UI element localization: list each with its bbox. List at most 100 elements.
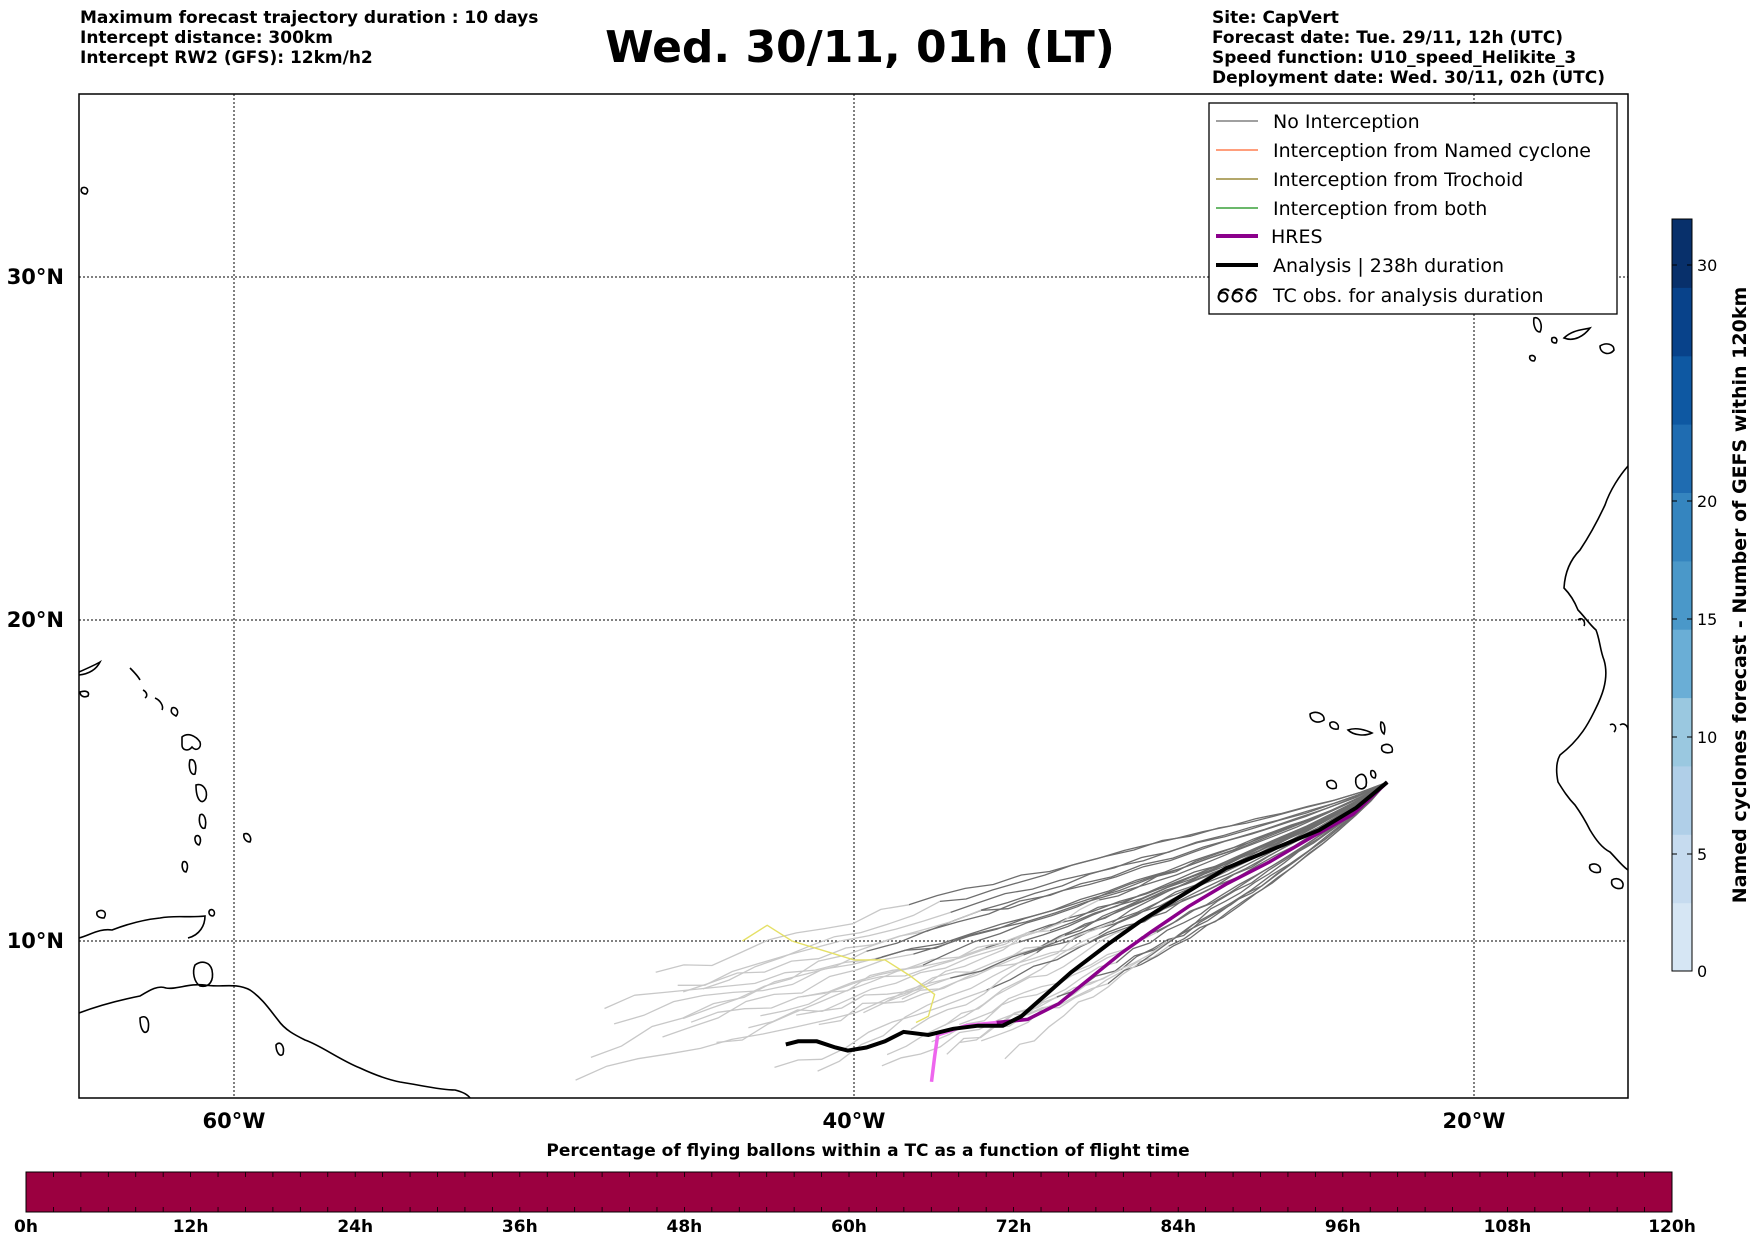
coastline-south-america bbox=[79, 983, 471, 1098]
island-aruba bbox=[96, 909, 107, 919]
timeline-labels: 0h 12h 24h 36h 48h 60h 72h 84h 96h 108h 120h bbox=[14, 1217, 1696, 1237]
colorbar-segments bbox=[1672, 219, 1692, 972]
island-antilles-4 bbox=[170, 706, 179, 717]
map-frame bbox=[78, 93, 1629, 1099]
island-puerto-rico bbox=[79, 659, 102, 676]
colorbar-segment bbox=[1672, 697, 1692, 767]
legend-box bbox=[1208, 102, 1618, 315]
ensemble-track-late bbox=[575, 977, 951, 1081]
ensemble-track-late bbox=[748, 941, 1019, 1029]
lon-label-40w: 40°W bbox=[823, 1109, 886, 1133]
colorbar-frame bbox=[1671, 218, 1693, 972]
island-small-2 bbox=[275, 1042, 285, 1057]
hres-track bbox=[996, 780, 1389, 1025]
island-santiago bbox=[1354, 773, 1368, 790]
island-la-palma bbox=[1532, 316, 1542, 333]
island-antilles-3 bbox=[154, 697, 164, 711]
timeline-bar: 0h 12h 24h 36h 48h 60h 72h 84h 96h 108h 120h bbox=[14, 1171, 1696, 1237]
ensemble-track bbox=[1107, 781, 1388, 985]
colorbar-tick-label: 30 bbox=[1697, 256, 1717, 275]
ensemble-track-late bbox=[716, 964, 924, 1044]
island-guadeloupe bbox=[181, 734, 202, 751]
timeline-label: 84h bbox=[1160, 1217, 1196, 1237]
ensemble-track-late bbox=[802, 930, 1050, 998]
island-fogo bbox=[1326, 779, 1338, 790]
legend-label-analysis: Analysis | 238h duration bbox=[1273, 255, 1504, 277]
header-left-line: Intercept distance: 300km bbox=[80, 28, 333, 48]
timeline-label: 12h bbox=[173, 1217, 209, 1237]
cyclone-symbol-icon bbox=[1217, 288, 1258, 303]
colorbar-segment bbox=[1672, 902, 1692, 972]
ensemble-track bbox=[1049, 781, 1388, 932]
header-right-line: Speed function: U10_speed_Helikite_3 bbox=[1212, 48, 1577, 68]
island-sao-nicolau bbox=[1346, 727, 1374, 736]
header-right-line: Site: CapVert bbox=[1212, 8, 1339, 28]
island-boa-vista bbox=[1380, 743, 1394, 754]
lon-label-20w: 20°W bbox=[1443, 1109, 1506, 1133]
ensemble-track-late bbox=[613, 956, 882, 1025]
header-right-line: Deployment date: Wed. 30/11, 02h (UTC) bbox=[1212, 68, 1606, 88]
ensemble-track-late bbox=[655, 904, 910, 973]
coastline-africa-detail-4 bbox=[1610, 877, 1624, 890]
ensemble-track bbox=[1177, 781, 1388, 937]
island-gomera bbox=[1550, 336, 1558, 344]
colorbar-segment bbox=[1672, 560, 1692, 630]
map-title: Wed. 30/11, 01h (LT) bbox=[605, 22, 1115, 73]
island-tenerife bbox=[1562, 326, 1592, 341]
legend: No Interception Interception from Named … bbox=[1208, 102, 1618, 315]
ensemble-track-late bbox=[662, 953, 914, 1038]
ensemble-track bbox=[908, 781, 1388, 906]
lat-label-30n: 30°N bbox=[7, 265, 64, 289]
ensemble-track bbox=[985, 781, 1388, 949]
coastline-africa-detail-5 bbox=[1619, 723, 1628, 731]
legend-label-both: Interception from both bbox=[1273, 198, 1487, 220]
island-cape-north bbox=[80, 186, 89, 195]
timeline-label: 0h bbox=[14, 1217, 38, 1237]
island-st-lucia bbox=[198, 813, 207, 830]
island-trinidad bbox=[192, 961, 214, 988]
interception-yellow-track bbox=[742, 924, 936, 1024]
island-antilles-1 bbox=[129, 667, 141, 681]
coastline-venezuela bbox=[79, 915, 206, 939]
header-right-info: Site: CapVert Forecast date: Tue. 29/11,… bbox=[1212, 8, 1605, 88]
colorbar-segment bbox=[1672, 287, 1692, 357]
header-left-line: Intercept RW2 (GFS): 12km/h2 bbox=[80, 48, 373, 68]
colorbar-segment bbox=[1672, 629, 1692, 699]
ensemble-track-late bbox=[604, 958, 876, 1010]
island-santo-antao bbox=[1309, 711, 1325, 723]
colorbar-label: Named cyclones forecast - Number of GEFS… bbox=[1729, 287, 1751, 904]
island-virgin bbox=[79, 690, 90, 698]
timeline-label: 24h bbox=[337, 1217, 373, 1237]
ensemble-track-late bbox=[944, 927, 1132, 1027]
ensemble-track-late bbox=[1004, 964, 1138, 1060]
island-dominica bbox=[188, 758, 197, 776]
island-hierro bbox=[1528, 354, 1537, 362]
colorbar-tick-label: 20 bbox=[1697, 492, 1717, 511]
header-left-info: Maximum forecast trajectory duration : 1… bbox=[80, 8, 538, 68]
island-barbados bbox=[243, 832, 252, 843]
ensemble-track-late bbox=[682, 909, 982, 1020]
timeline-title: Percentage of flying ballons within a TC… bbox=[546, 1141, 1189, 1161]
coastline-africa bbox=[1555, 465, 1628, 871]
lat-label-20n: 20°N bbox=[7, 608, 64, 632]
header-left-line: Maximum forecast trajectory duration : 1… bbox=[80, 8, 539, 28]
colorbar-segment bbox=[1672, 765, 1692, 835]
timeline-fill bbox=[25, 1171, 1673, 1213]
ensemble-track-late bbox=[901, 942, 1089, 1000]
ensemble-track bbox=[1018, 781, 1388, 943]
colorbar-segment bbox=[1672, 834, 1692, 904]
colorbar-segment bbox=[1672, 424, 1692, 493]
ensemble-track-late bbox=[702, 900, 941, 990]
legend-label-named-cyclone: Interception from Named cyclone bbox=[1273, 140, 1591, 162]
colorbar-tick-label: 0 bbox=[1697, 962, 1707, 981]
island-st-vincent bbox=[194, 834, 202, 846]
coastline-africa-detail-2 bbox=[1609, 723, 1617, 733]
graticule bbox=[79, 94, 1628, 1098]
legend-label-trochoid: Interception from Trochoid bbox=[1273, 169, 1523, 191]
ensemble-track bbox=[950, 781, 1388, 979]
legend-label-tc-obs: TC obs. for analysis duration bbox=[1272, 285, 1544, 307]
ensemble-track bbox=[1112, 781, 1388, 924]
timeline-label: 96h bbox=[1325, 1217, 1361, 1237]
colorbar-tick-label: 5 bbox=[1697, 845, 1707, 864]
